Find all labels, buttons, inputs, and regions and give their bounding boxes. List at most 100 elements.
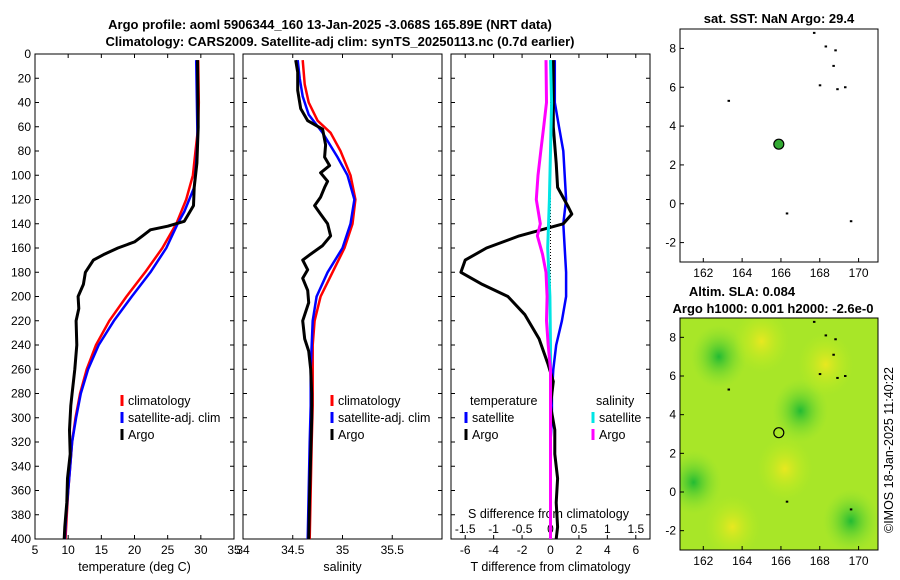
sla-map-island	[844, 375, 847, 377]
difference-left-1-legend-label: Argo	[472, 428, 498, 442]
temperature-axes-box	[34, 53, 235, 540]
sla-map-island	[834, 338, 837, 341]
difference-sal-xlabel: S difference from climatology	[468, 507, 630, 521]
difference-sal-tick-label: 1.5	[627, 522, 644, 536]
sla-map-island	[824, 334, 828, 337]
sla-map-argo-marker	[773, 427, 785, 439]
sla-map-axes-box	[679, 317, 879, 551]
temperature-xtick-label: 30	[194, 543, 208, 557]
sla-map-island	[836, 376, 839, 379]
sla-map-ytick-label: 6	[669, 369, 676, 383]
sla-map-island	[812, 320, 816, 323]
temperature-argo-line	[62, 60, 200, 540]
difference-sal-tick-label: -0.5	[512, 522, 533, 536]
salinity-2-legend-label: Argo	[338, 428, 364, 442]
difference-xtick-label: -2	[517, 543, 528, 557]
temperature-ytick-label: 100	[11, 168, 31, 182]
temperature-xtick-label: 15	[95, 543, 109, 557]
sla-anomaly-high	[772, 378, 829, 443]
sla-anomaly-low	[704, 494, 761, 550]
salinity-0-legend-label: climatology	[338, 394, 401, 408]
temperature-ytick-label: 320	[11, 435, 31, 449]
difference-right-1-legend-label: Argo	[599, 428, 625, 442]
temperature-ytick-label: 200	[11, 290, 31, 304]
difference-sal-tick-label: 1	[604, 522, 611, 536]
sla-map-ytick-label: 8	[669, 330, 676, 344]
difference-left-0-legend-label: satellite	[472, 411, 514, 425]
sst-map-island	[785, 212, 789, 215]
difference-sal-tick-label: -1.5	[455, 522, 476, 536]
temperature-2-legend-label: Argo	[128, 428, 154, 442]
sla-map-xtick-label: 162	[693, 554, 713, 568]
temperature-ytick-label: 120	[11, 193, 31, 207]
temperature-ytick-label: 340	[11, 459, 31, 473]
difference-xtick-label: 0	[547, 543, 554, 557]
sla-map-xtick-label: 164	[732, 554, 752, 568]
figure-title-line2: Climatology: CARS2009. Satellite-adj cli…	[106, 34, 575, 49]
salinity-xlabel: salinity	[323, 560, 362, 574]
sla-map-ytick-label: 0	[669, 485, 676, 499]
sst-map-island	[812, 31, 816, 34]
sst-map-island	[824, 45, 828, 48]
temperature-ytick-label: 220	[11, 314, 31, 328]
temperature-ytick-label: 0	[24, 47, 31, 61]
temperature-ytick-label: 180	[11, 265, 31, 279]
difference-panel: -6 -4 -2 0 2 4 6T difference from climatology -…	[450, 53, 651, 574]
sla-field	[680, 318, 878, 550]
temperature-ytick-label: 400	[11, 532, 31, 546]
salinity-xtick-label: 35	[336, 543, 350, 557]
temperature-xtick-label: 25	[161, 543, 175, 557]
temperature-xtick-label: 20	[128, 543, 142, 557]
sla-map-island	[818, 373, 822, 376]
sst-map-xtick-label: 170	[849, 266, 869, 280]
temperature-ytick-label: 260	[11, 362, 31, 376]
sst-map-ytick-label: 0	[669, 197, 676, 211]
temperature-ytick-label: 300	[11, 411, 31, 425]
sst-map-ytick-label: -2	[665, 236, 676, 250]
sla-anomaly-high	[680, 450, 722, 515]
sst-map-ytick-label: 2	[669, 158, 676, 172]
temperature-ytick-label: 360	[11, 484, 31, 498]
sst-map-island	[836, 88, 839, 91]
temperature-xtick-label: 35	[227, 543, 241, 557]
sst-map-axes-box	[679, 28, 879, 263]
sla-map-xtick-label: 170	[849, 554, 869, 568]
temperature-ytick-label: 240	[11, 338, 31, 352]
sla-anomaly-high	[822, 489, 878, 550]
sst-map-xtick-label: 162	[693, 266, 713, 280]
difference-sal-tick-label: -1	[488, 522, 499, 536]
temperature-xtick-label: 5	[32, 543, 39, 557]
salinity-xtick-label: 34	[236, 543, 250, 557]
difference-legend-right-title: salinity	[596, 394, 635, 408]
sst-map-ytick-label: 6	[669, 80, 676, 94]
temperature-panel: 0 20 40 60 80 100 120 140 160 180 200 220 240 260 280 3…	[11, 47, 241, 574]
temperature-ytick-label: 40	[18, 96, 32, 110]
sla-map-island	[785, 500, 789, 503]
difference-xlabel: T difference from climatology	[470, 560, 631, 574]
sla-map-ytick-label: 2	[669, 446, 676, 460]
sla-anomaly-low	[756, 436, 813, 501]
difference-sal-tick-label: 0.5	[571, 522, 588, 536]
sla-map-title: Altim. SLA: 0.084	[689, 284, 796, 299]
difference-xtick-label: -4	[488, 543, 499, 557]
sst-map-island	[727, 99, 731, 102]
temperature-ytick-label: 380	[11, 508, 31, 522]
temperature-1-legend-label: satellite-adj. clim	[128, 411, 220, 425]
temperature-ytick-label: 60	[18, 120, 32, 134]
temperature-ytick-label: 80	[18, 144, 32, 158]
difference-right-0-legend-label: satellite	[599, 411, 641, 425]
salinity-panel: 34 34.5 35 35.5 salinity climatology satellite…	[236, 53, 443, 574]
sst-map-island	[844, 86, 847, 89]
sst-map-ytick-label: 4	[669, 119, 676, 133]
salinity-xtick-label: 35.5	[381, 543, 405, 557]
difference-temp-argo-line	[459, 60, 574, 540]
sst-map-island	[849, 220, 853, 223]
temperature-ytick-label: 140	[11, 217, 31, 231]
temperature-ytick-label: 160	[11, 241, 31, 255]
sst-map-ytick-label: 8	[669, 41, 676, 55]
sla-map-island	[849, 508, 853, 511]
sla-map-title2: Argo h1000: 0.001 h2000: -2.6e-0	[673, 301, 874, 316]
sla-anomaly-low	[733, 318, 790, 374]
difference-xtick-label: -6	[460, 543, 471, 557]
